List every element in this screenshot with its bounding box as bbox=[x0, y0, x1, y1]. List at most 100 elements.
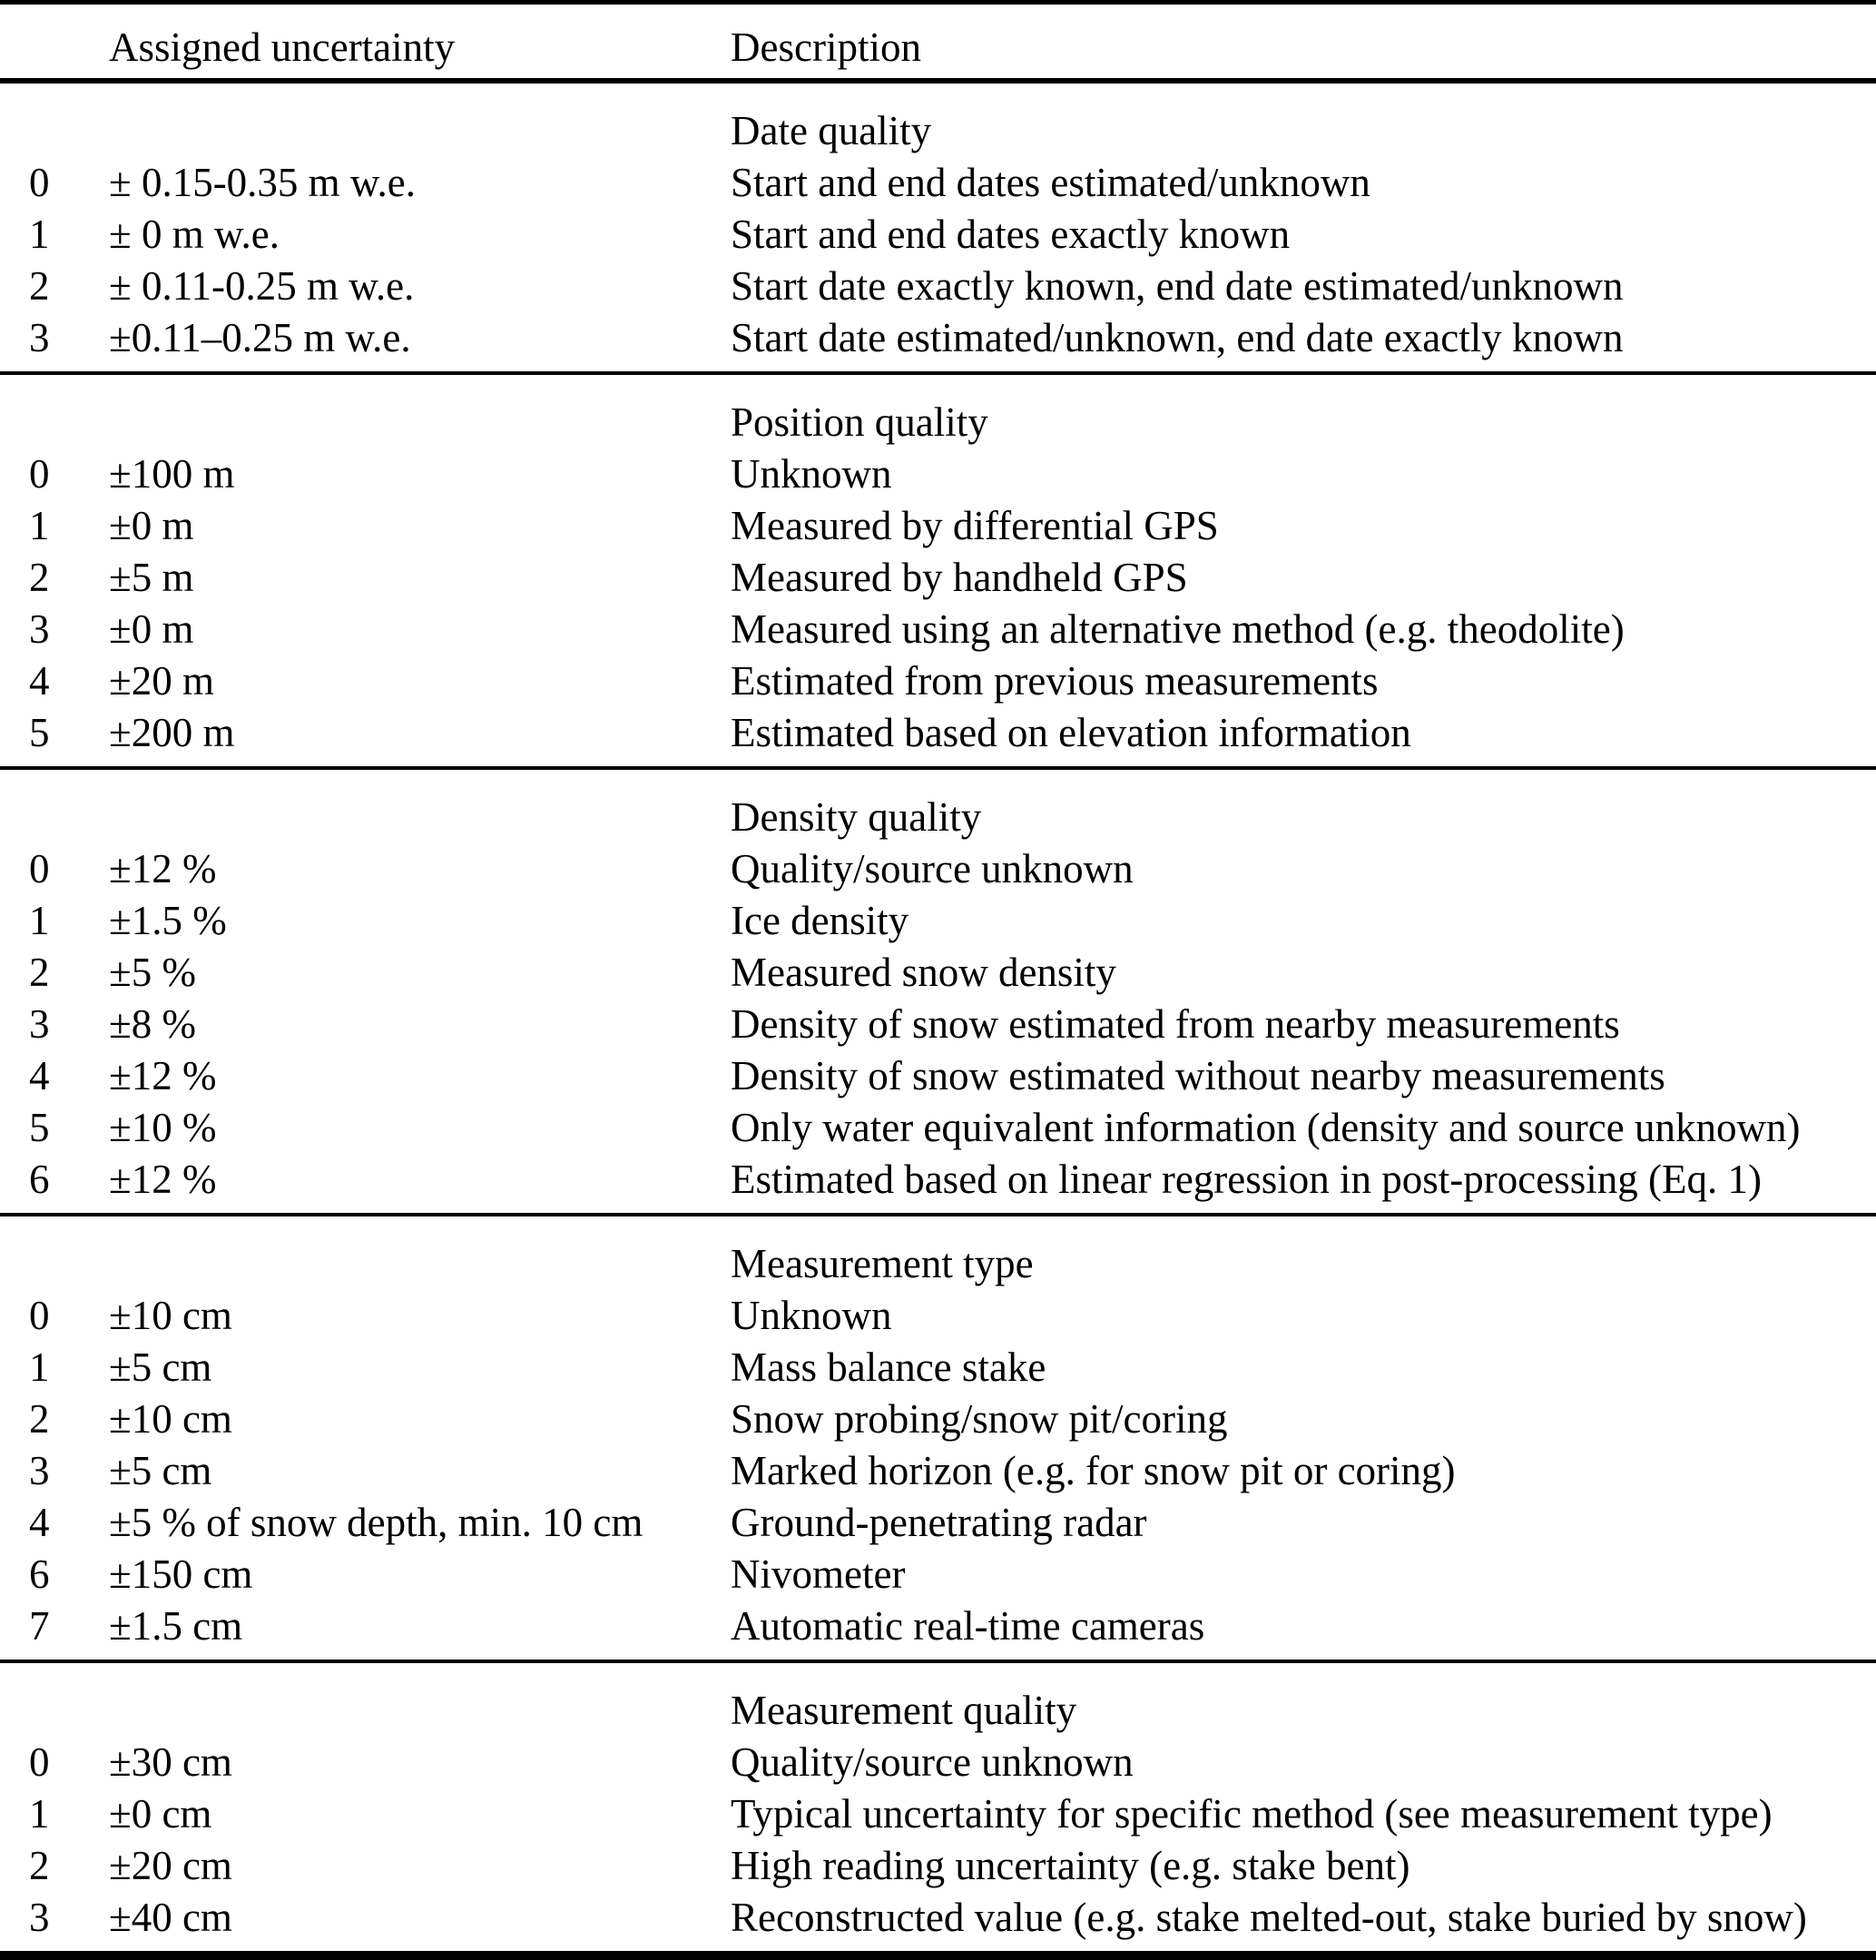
row-uncertainty: ±5 cm bbox=[109, 1448, 212, 1493]
section-title-row: Position quality bbox=[0, 397, 1876, 448]
table-row: 1 ± 0 m w.e. Start and end dates exactly… bbox=[0, 209, 1876, 261]
row-code: 2 bbox=[29, 1396, 50, 1442]
column-header-uncertainty: Assigned uncertainty bbox=[109, 25, 456, 70]
row-code: 4 bbox=[29, 1053, 50, 1098]
table-row: 4 ±5 % of snow depth, min. 10 cm Ground-… bbox=[0, 1497, 1876, 1549]
table-section: Density quality 0 ±12 % Quality/source u… bbox=[0, 770, 1876, 1213]
table-row: 2 ±10 cm Snow probing/snow pit/coring bbox=[0, 1394, 1876, 1445]
row-description: Typical uncertainty for specific method … bbox=[731, 1791, 1773, 1837]
section-divider-rule bbox=[0, 766, 1876, 770]
row-description: Ground-penetrating radar bbox=[731, 1500, 1147, 1545]
row-code: 3 bbox=[29, 1448, 50, 1493]
section-divider-rule bbox=[0, 371, 1876, 375]
table-row: 2 ± 0.11-0.25 m w.e. Start date exactly … bbox=[0, 261, 1876, 312]
section-rows: 0 ±10 cm Unknown 1 ±5 cm Mass balance st… bbox=[0, 1290, 1876, 1652]
table-row: 3 ±8 % Density of snow estimated from ne… bbox=[0, 999, 1876, 1050]
row-uncertainty: ±1.5 cm bbox=[109, 1603, 243, 1649]
row-code: 0 bbox=[29, 846, 50, 891]
row-uncertainty: ±200 m bbox=[109, 710, 235, 755]
row-code: 3 bbox=[29, 1895, 50, 1940]
section-rows: 0 ± 0.15-0.35 m w.e. Start and end dates… bbox=[0, 157, 1876, 364]
table-row: 0 ±10 cm Unknown bbox=[0, 1290, 1876, 1342]
section-divider-rule bbox=[0, 1660, 1876, 1663]
table-header-row: Assigned uncertainty Description bbox=[0, 5, 1876, 78]
row-uncertainty: ± 0.11-0.25 m w.e. bbox=[109, 263, 415, 309]
row-description: Unknown bbox=[731, 451, 892, 497]
table-section: Measurement type 0 ±10 cm Unknown 1 ±5 c… bbox=[0, 1216, 1876, 1660]
row-uncertainty: ±10 % bbox=[109, 1105, 217, 1150]
row-description: Snow probing/snow pit/coring bbox=[731, 1396, 1228, 1442]
row-description: Estimated based on elevation information bbox=[731, 710, 1411, 755]
row-description: Estimated based on linear regression in … bbox=[731, 1157, 1762, 1202]
table-row: 6 ±150 cm Nivometer bbox=[0, 1549, 1876, 1601]
row-code: 0 bbox=[29, 451, 50, 497]
table-row: 1 ±0 cm Typical uncertainty for specific… bbox=[0, 1788, 1876, 1840]
row-uncertainty: ±40 cm bbox=[109, 1895, 232, 1940]
row-code: 5 bbox=[29, 710, 50, 755]
row-description: Nivometer bbox=[731, 1551, 906, 1597]
row-code: 1 bbox=[29, 898, 50, 943]
table-row: 1 ±5 cm Mass balance stake bbox=[0, 1342, 1876, 1394]
row-description: Start and end dates estimated/unknown bbox=[731, 160, 1370, 205]
table-row: 2 ±5 % Measured snow density bbox=[0, 947, 1876, 999]
row-uncertainty: ±0.11–0.25 m w.e. bbox=[109, 315, 411, 360]
bottom-rule bbox=[0, 1955, 1876, 1960]
row-code: 0 bbox=[29, 1739, 50, 1785]
section-title-row: Date quality bbox=[0, 105, 1876, 157]
row-code: 3 bbox=[29, 1001, 50, 1047]
row-description: Density of snow estimated without nearby… bbox=[731, 1053, 1665, 1098]
row-uncertainty: ±10 cm bbox=[109, 1293, 232, 1338]
row-description: High reading uncertainty (e.g. stake ben… bbox=[731, 1843, 1410, 1888]
row-description: Quality/source unknown bbox=[731, 846, 1134, 891]
row-uncertainty: ±1.5 % bbox=[109, 898, 227, 943]
row-uncertainty: ± 0.15-0.35 m w.e. bbox=[109, 160, 416, 205]
table-row: 3 ±0.11–0.25 m w.e. Start date estimated… bbox=[0, 312, 1876, 364]
section-title-row: Measurement type bbox=[0, 1238, 1876, 1290]
column-header-description: Description bbox=[731, 25, 921, 70]
row-description: Start date estimated/unknown, end date e… bbox=[731, 315, 1624, 360]
section-title: Position quality bbox=[731, 399, 988, 445]
row-uncertainty: ±5 m bbox=[109, 555, 194, 600]
row-code: 1 bbox=[29, 212, 50, 257]
section-rows: 0 ±30 cm Quality/source unknown 1 ±0 cm … bbox=[0, 1737, 1876, 1944]
header-rule bbox=[0, 78, 1876, 84]
table-row: 6 ±12 % Estimated based on linear regres… bbox=[0, 1154, 1876, 1206]
table-row: 7 ±1.5 cm Automatic real-time cameras bbox=[0, 1601, 1876, 1652]
row-uncertainty: ±20 cm bbox=[109, 1843, 232, 1888]
row-code: 0 bbox=[29, 1293, 50, 1338]
column-header-code bbox=[0, 25, 109, 78]
table-section: Measurement quality 0 ±30 cm Quality/sou… bbox=[0, 1663, 1876, 1951]
row-description: Measured using an alternative method (e.… bbox=[731, 606, 1625, 652]
section-title: Measurement quality bbox=[731, 1688, 1077, 1733]
row-code: 7 bbox=[29, 1603, 50, 1649]
table-section: Date quality 0 ± 0.15-0.35 m w.e. Start … bbox=[0, 84, 1876, 371]
row-uncertainty: ±12 % bbox=[109, 846, 217, 891]
row-description: Only water equivalent information (densi… bbox=[731, 1105, 1801, 1150]
row-uncertainty: ±30 cm bbox=[109, 1739, 232, 1785]
table-row: 0 ±30 cm Quality/source unknown bbox=[0, 1737, 1876, 1788]
row-description: Estimated from previous measurements bbox=[731, 658, 1379, 704]
table-row: 5 ±200 m Estimated based on elevation in… bbox=[0, 707, 1876, 759]
row-code: 0 bbox=[29, 160, 50, 205]
table-row: 4 ±20 m Estimated from previous measurem… bbox=[0, 655, 1876, 707]
table-row: 0 ±12 % Quality/source unknown bbox=[0, 843, 1876, 895]
row-description: Automatic real-time cameras bbox=[731, 1603, 1205, 1649]
row-description: Start and end dates exactly known bbox=[731, 212, 1291, 257]
row-code: 6 bbox=[29, 1157, 50, 1202]
top-rule bbox=[0, 0, 1876, 5]
table-body: Date quality 0 ± 0.15-0.35 m w.e. Start … bbox=[0, 84, 1876, 1955]
row-uncertainty: ±5 cm bbox=[109, 1344, 212, 1390]
row-code: 6 bbox=[29, 1551, 50, 1597]
row-uncertainty: ±0 m bbox=[109, 503, 194, 548]
row-description: Unknown bbox=[731, 1293, 892, 1338]
table-row: 3 ±40 cm Reconstructed value (e.g. stake… bbox=[0, 1892, 1876, 1944]
row-uncertainty: ±0 m bbox=[109, 606, 194, 652]
row-uncertainty: ±20 m bbox=[109, 658, 214, 704]
section-title-row: Measurement quality bbox=[0, 1685, 1876, 1737]
section-title: Density quality bbox=[731, 794, 982, 840]
row-description: Marked horizon (e.g. for snow pit or cor… bbox=[731, 1448, 1456, 1493]
table-row: 2 ±20 cm High reading uncertainty (e.g. … bbox=[0, 1840, 1876, 1892]
section-title-row: Density quality bbox=[0, 792, 1876, 843]
section-title: Date quality bbox=[731, 108, 932, 153]
row-uncertainty: ±8 % bbox=[109, 1001, 196, 1047]
